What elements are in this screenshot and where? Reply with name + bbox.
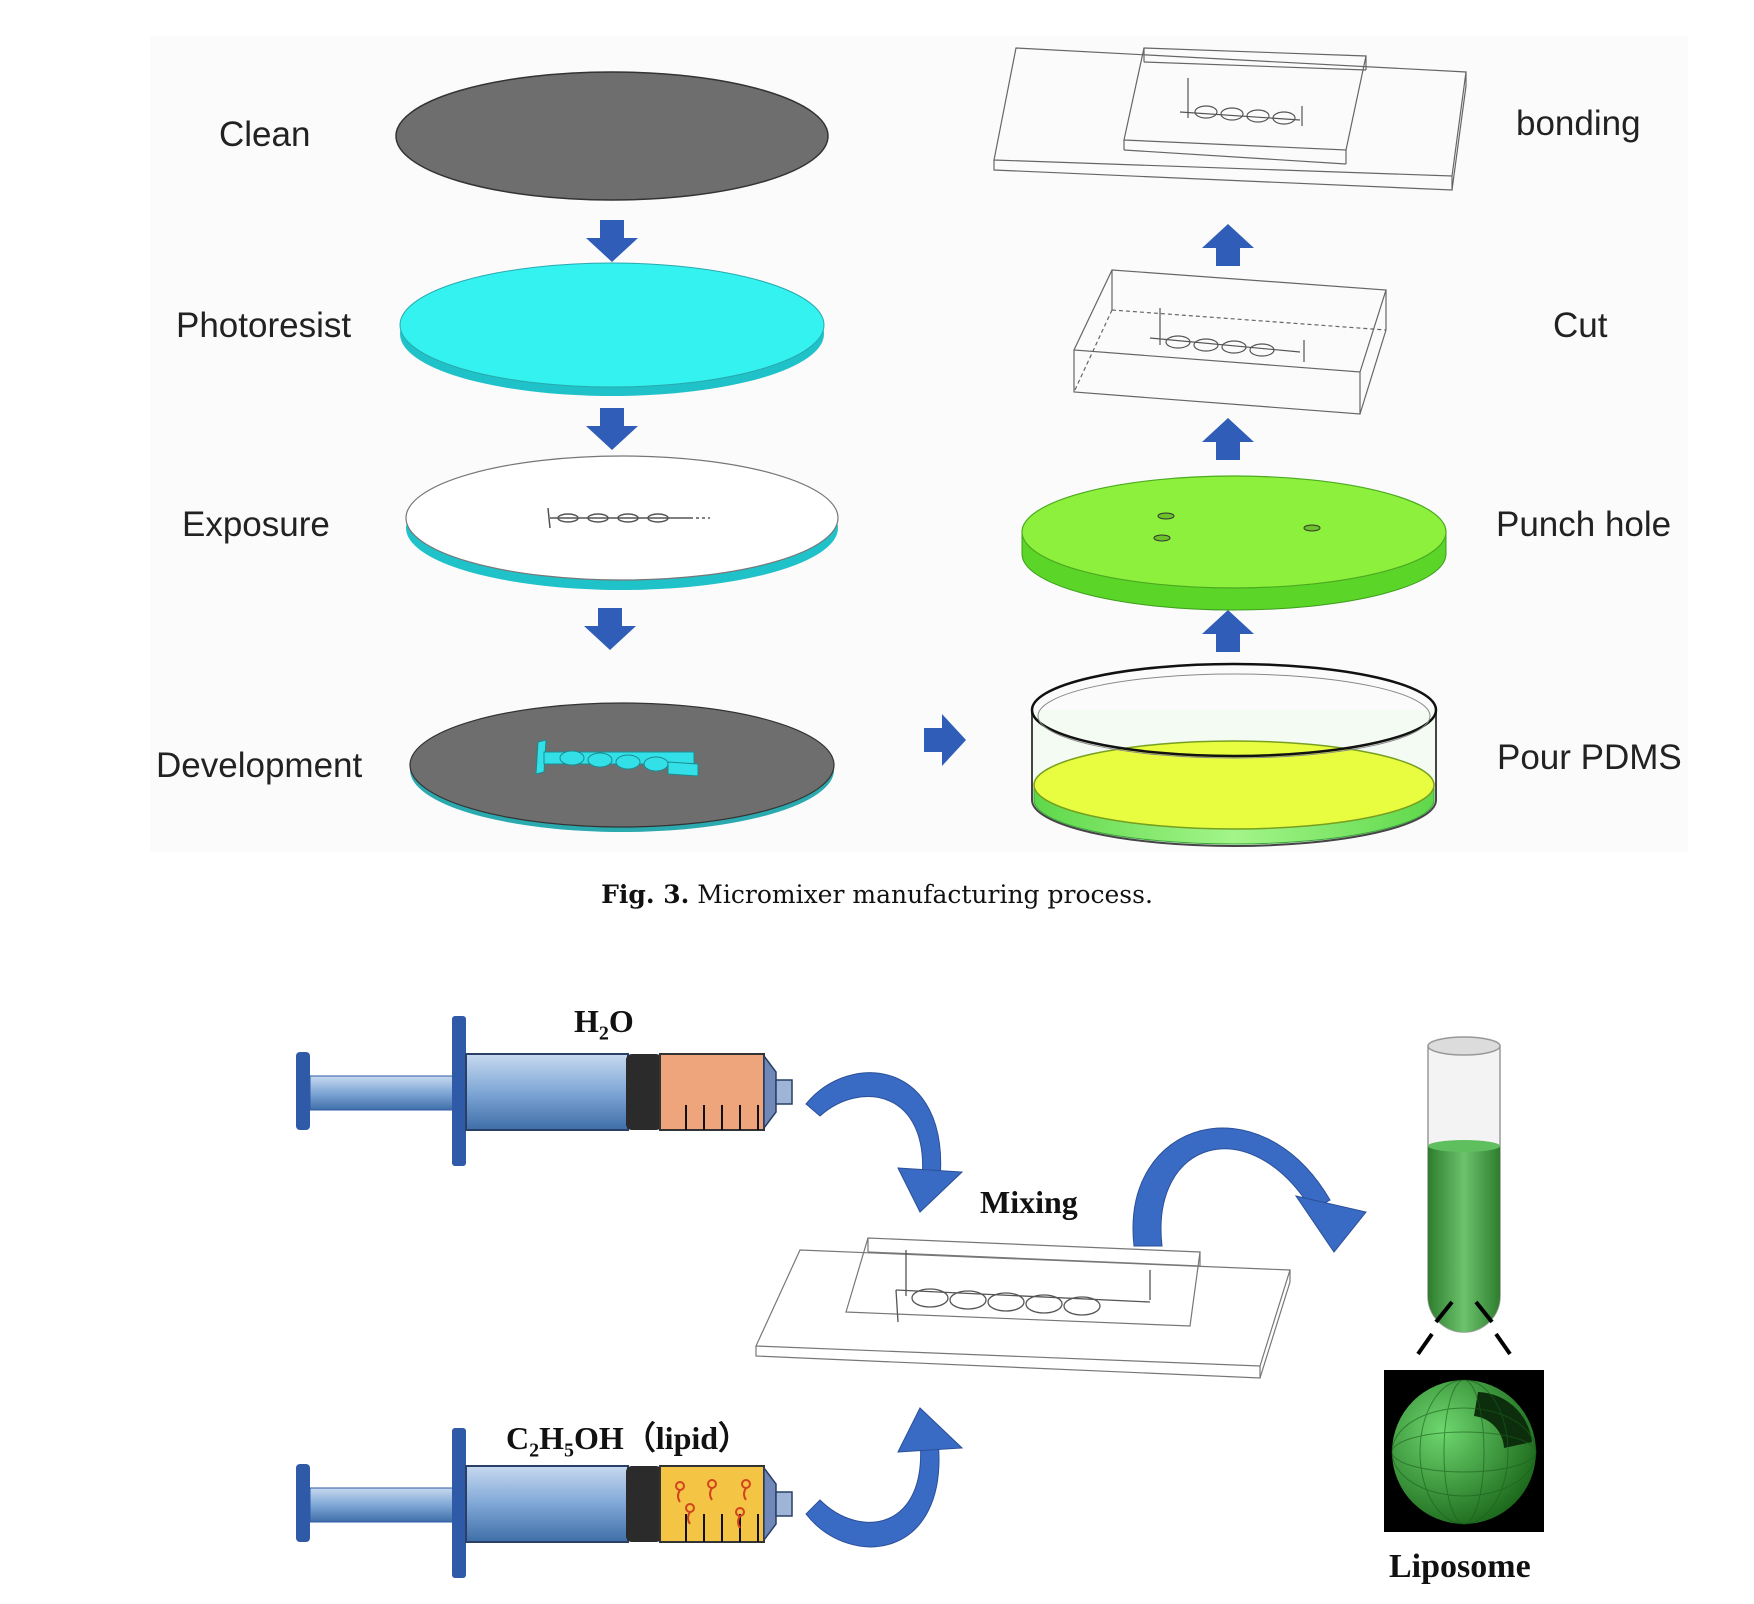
cut-block-channel	[1149, 308, 1305, 362]
micromixer-channel	[895, 1250, 1151, 1323]
step-label-punch-hole: Punch hole	[1496, 505, 1672, 544]
exposure-channel-pattern	[547, 507, 710, 529]
punch-hole	[1303, 524, 1321, 532]
curved-arrow-lipid	[805, 1407, 964, 1548]
step-label-development: Development	[156, 746, 363, 785]
bonding-pdms-block	[1123, 47, 1367, 165]
punch-hole	[1157, 512, 1175, 520]
punch-hole	[1153, 534, 1171, 542]
up-arrow-3	[1202, 224, 1254, 266]
step-label-bonding: bonding	[1516, 104, 1641, 143]
petri-dish	[1030, 662, 1438, 847]
figure-caption: Fig. 3. Micromixer manufacturing process…	[0, 880, 1754, 909]
development-channel-relief	[535, 739, 699, 777]
liposome-label: Liposome	[1389, 1548, 1531, 1585]
test-tube	[1427, 1036, 1501, 1333]
zoom-indicator	[1416, 1300, 1512, 1356]
bonding-glass-slide	[993, 47, 1467, 191]
caption-text: Micromixer manufacturing process.	[697, 880, 1153, 909]
micromixer-chip	[755, 1237, 1291, 1379]
step-label-pour-pdms: Pour PDMS	[1497, 738, 1682, 777]
step-label-cut: Cut	[1553, 306, 1608, 345]
curved-arrow-water	[805, 1072, 964, 1213]
down-arrow-3	[584, 608, 636, 650]
syringe-ethanol-lipid	[296, 1428, 793, 1578]
lipid-molecules	[675, 1479, 751, 1529]
up-arrow-1	[1202, 610, 1254, 652]
right-arrow	[924, 714, 966, 766]
step-label-photoresist: Photoresist	[176, 306, 352, 345]
liposome-image	[1384, 1370, 1544, 1532]
water-formula: H2O	[574, 1003, 634, 1045]
caption-label: Fig. 3.	[601, 880, 690, 909]
syringe-water	[296, 1016, 793, 1166]
clean-wafer	[395, 71, 829, 201]
pdms-disc	[1021, 475, 1447, 611]
down-arrow-1	[586, 220, 638, 262]
down-arrow-2	[586, 408, 638, 450]
cut-pdms-block	[1073, 269, 1387, 415]
up-arrow-2	[1202, 418, 1254, 460]
ethanol-lipid-formula: C2H5OH（lipid）	[506, 1420, 751, 1462]
mixing-label: Mixing	[980, 1184, 1078, 1220]
bonding-channel	[1179, 78, 1303, 126]
step-label-clean: Clean	[219, 115, 311, 154]
curved-arrow-output	[1132, 1127, 1367, 1253]
photoresist-wafer	[399, 262, 825, 388]
step-label-exposure: Exposure	[182, 505, 330, 544]
